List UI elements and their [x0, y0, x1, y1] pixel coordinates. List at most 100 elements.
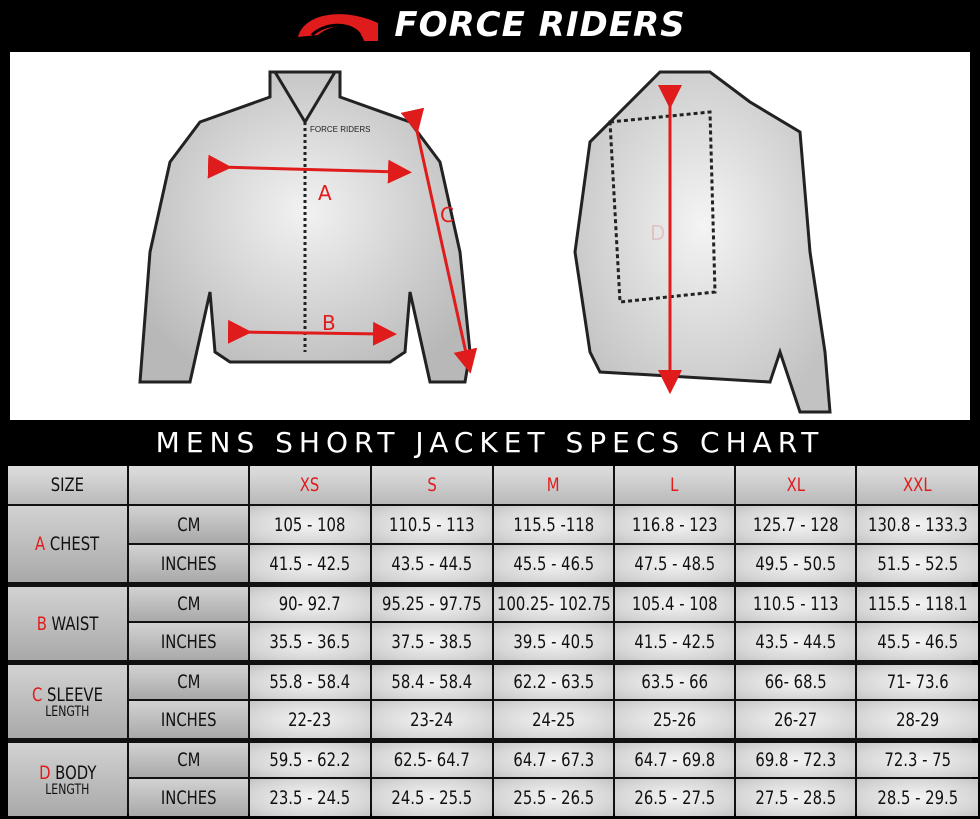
- value-cell: 25.5 - 26.5: [494, 779, 613, 816]
- value-cell: 47.5 - 48.5: [615, 545, 734, 582]
- value-cell: 116.8 - 123: [615, 506, 734, 543]
- value-cell-text: 90- 92.7: [279, 593, 341, 615]
- value-cell: 71- 73.6: [857, 665, 978, 699]
- value-cell-text: 35.5 - 36.5: [269, 630, 351, 653]
- value-cell: 43.5 - 44.5: [372, 545, 492, 582]
- value-cell-text: 23-24: [410, 708, 454, 731]
- value-cell-text: 26-27: [773, 708, 818, 731]
- unit-inches-text: INCHES: [160, 552, 217, 575]
- measure-name: CHEST: [50, 533, 100, 555]
- value-cell-text: 25.5 - 26.5: [513, 786, 594, 809]
- measure-body: D BODY LENGTH: [8, 743, 127, 816]
- measure-sub: LENGTH: [45, 781, 90, 798]
- value-cell-text: 69.8 - 72.3: [755, 749, 836, 771]
- value-cell-text: 95.25 - 97.75: [382, 593, 482, 615]
- value-cell: 105 - 108: [250, 506, 370, 543]
- value-cell: 59.5 - 62.2: [250, 743, 370, 777]
- unit-inches-text: INCHES: [160, 708, 217, 731]
- unit-inches-text: INCHES: [160, 786, 217, 809]
- size-l: L: [615, 466, 734, 504]
- collar-text: FORCE RIDERS: [310, 125, 370, 134]
- value-cell: 115.5 -118: [494, 506, 613, 543]
- value-cell-text: 24.5 - 25.5: [391, 786, 473, 809]
- value-cell: 115.5 - 118.1: [857, 587, 978, 621]
- unit-cm-text: CM: [176, 749, 201, 771]
- value-cell: 41.5 - 42.5: [250, 545, 370, 582]
- value-cell: 58.4 - 58.4: [372, 665, 492, 699]
- value-cell: 45.5 - 46.5: [857, 623, 978, 660]
- unit-header: [129, 466, 248, 504]
- value-cell-text: 47.5 - 48.5: [634, 552, 715, 575]
- measure-letter: C: [32, 683, 43, 706]
- value-cell: 28-29: [857, 701, 978, 738]
- measure-letter: D: [38, 761, 51, 784]
- value-cell: 35.5 - 36.5: [250, 623, 370, 660]
- measure-name: SLEEVE: [47, 683, 103, 706]
- value-cell: 110.5 - 113: [372, 506, 492, 543]
- value-cell: 130.8 - 133.3: [857, 506, 978, 543]
- unit-cm: CM: [129, 743, 248, 777]
- value-cell-text: 66- 68.5: [764, 671, 827, 693]
- measure-waist: B WAIST: [8, 587, 127, 660]
- value-cell-text: 43.5 - 44.5: [755, 630, 836, 653]
- value-cell-text: 45.5 - 46.5: [877, 630, 958, 653]
- value-cell-text: 28-29: [895, 708, 940, 731]
- value-cell: 26.5 - 27.5: [615, 779, 734, 816]
- size-xl-text: XL: [786, 474, 805, 496]
- value-cell-text: 62.5- 64.7: [393, 749, 471, 771]
- value-cell: 69.8 - 72.3: [736, 743, 855, 777]
- value-cell: 63.5 - 66: [615, 665, 734, 699]
- header: FORCE RIDERS: [0, 0, 980, 50]
- value-cell-text: 51.5 - 52.5: [877, 552, 958, 575]
- unit-inches: INCHES: [129, 701, 248, 738]
- value-cell-text: 64.7 - 69.8: [634, 749, 715, 771]
- unit-cm-text: CM: [176, 671, 201, 693]
- value-cell-text: 115.5 -118: [513, 513, 594, 536]
- measure-sleeve: C SLEEVE LENGTH: [8, 665, 127, 738]
- value-cell-text: 25-26: [652, 708, 697, 731]
- value-cell-text: 23.5 - 24.5: [269, 786, 351, 809]
- value-cell-text: 59.5 - 62.2: [269, 749, 351, 771]
- value-cell: 45.5 - 46.5: [494, 545, 613, 582]
- unit-cm-text: CM: [176, 513, 201, 536]
- value-cell-text: 130.8 - 133.3: [867, 513, 968, 536]
- label-a: A: [318, 181, 332, 205]
- label-c: C: [440, 203, 454, 227]
- value-cell-text: 49.5 - 50.5: [755, 552, 836, 575]
- value-cell: 22-23: [250, 701, 370, 738]
- measure-title: B WAIST: [37, 613, 99, 635]
- size-chart-table: SIZE XS S M L XL XXL A CHEST CM 105 - 108 110.5 - 1…: [8, 466, 978, 816]
- unit-inches: INCHES: [129, 779, 248, 816]
- size-s-text: S: [427, 474, 437, 496]
- value-cell-text: 24-25: [531, 708, 576, 731]
- value-cell-text: 105.4 - 108: [631, 593, 718, 615]
- value-cell: 41.5 - 42.5: [615, 623, 734, 660]
- measure-letter: B: [36, 612, 47, 635]
- size-header-text: SIZE: [50, 474, 85, 496]
- size-m: M: [494, 466, 613, 504]
- unit-cm: CM: [129, 506, 248, 543]
- value-cell: 90- 92.7: [250, 587, 370, 621]
- value-cell-text: 37.5 - 38.5: [391, 630, 473, 653]
- measure-title: A CHEST: [35, 533, 99, 555]
- value-cell: 72.3 - 75: [857, 743, 978, 777]
- size-xl: XL: [736, 466, 855, 504]
- value-cell-text: 43.5 - 44.5: [391, 552, 473, 575]
- unit-cm-text: CM: [176, 593, 201, 615]
- value-cell-text: 41.5 - 42.5: [634, 630, 715, 653]
- size-m-text: M: [547, 474, 560, 496]
- value-cell-text: 39.5 - 40.5: [513, 630, 594, 653]
- value-cell-text: 115.5 - 118.1: [867, 593, 968, 615]
- value-cell-text: 110.5 - 113: [389, 513, 475, 536]
- value-cell-text: 72.3 - 75: [884, 749, 951, 771]
- measure-name: WAIST: [51, 612, 99, 635]
- value-cell: 28.5 - 29.5: [857, 779, 978, 816]
- value-cell-text: 27.5 - 28.5: [755, 786, 836, 809]
- size-header: SIZE: [8, 466, 127, 504]
- value-cell-text: 26.5 - 27.5: [634, 786, 715, 809]
- value-cell: 100.25- 102.75: [494, 587, 613, 621]
- brand-name: FORCE RIDERS: [394, 5, 686, 45]
- chart-title: MENS SHORT JACKET SPECS CHART: [155, 426, 825, 459]
- unit-inches: INCHES: [129, 623, 248, 660]
- measure-title: C SLEEVE: [32, 684, 103, 706]
